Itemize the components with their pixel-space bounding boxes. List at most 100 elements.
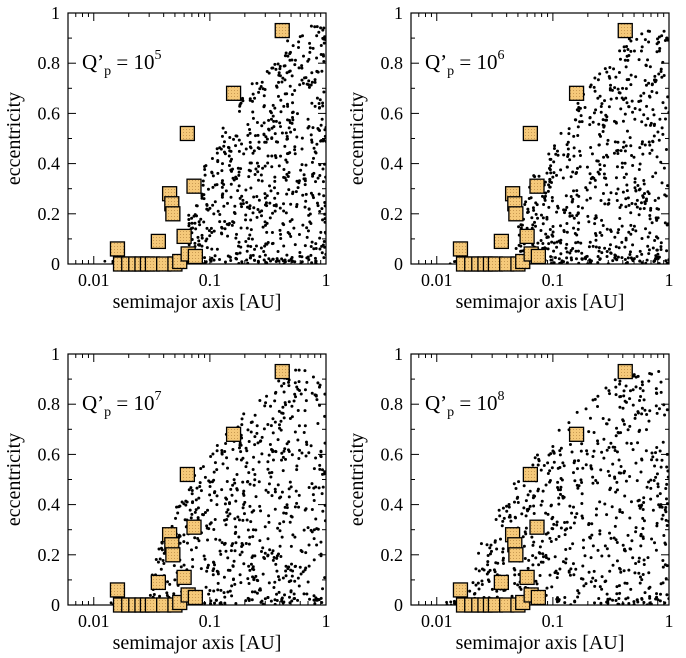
population-dot: [248, 568, 252, 572]
population-dot: [220, 541, 224, 545]
population-dot: [203, 261, 207, 264]
population-dot: [641, 507, 645, 511]
population-dot: [532, 504, 536, 508]
population-dot: [274, 450, 278, 454]
population-dot: [635, 479, 639, 483]
population-dot: [254, 574, 258, 578]
population-dot: [648, 95, 652, 99]
population-dot: [319, 26, 323, 30]
population-dot: [574, 567, 578, 571]
population-dot: [572, 573, 576, 577]
y-tick-label: 0.2: [38, 204, 61, 224]
population-dot: [553, 555, 557, 559]
population-dot: [569, 526, 573, 530]
population-dot: [601, 417, 605, 421]
population-dot: [296, 186, 300, 190]
population-dot: [564, 561, 568, 565]
population-dot: [659, 380, 663, 384]
population-dot: [282, 511, 286, 515]
population-dot: [220, 449, 224, 453]
population-dot: [277, 590, 281, 594]
population-dot: [318, 467, 322, 471]
population-dot: [198, 223, 202, 227]
population-dot: [486, 578, 490, 582]
population-dot: [501, 550, 505, 554]
population-dot: [285, 503, 289, 507]
population-dot: [622, 471, 626, 475]
population-dot: [273, 175, 277, 179]
population-dot: [261, 603, 265, 605]
population-dot: [539, 213, 543, 217]
population-dot: [288, 50, 292, 54]
population-dot: [648, 594, 652, 598]
population-dot: [244, 213, 248, 217]
population-dot: [618, 205, 622, 209]
population-dot: [599, 134, 603, 138]
population-dot: [638, 187, 642, 191]
population-dot: [651, 139, 655, 143]
population-dot: [314, 259, 318, 263]
population-dot: [265, 194, 269, 198]
population-dot: [276, 526, 280, 530]
population-dot: [266, 553, 270, 557]
population-dot: [588, 240, 592, 244]
population-dot: [552, 171, 556, 175]
population-dot: [567, 127, 571, 131]
population-dot: [229, 259, 233, 263]
population-dot: [562, 230, 566, 234]
population-dot: [445, 600, 448, 604]
population-dot: [629, 144, 633, 148]
population-dot: [241, 480, 245, 484]
population-dot: [199, 217, 203, 221]
population-dot: [640, 142, 644, 146]
population-dot: [647, 571, 651, 575]
population-dot: [323, 201, 326, 205]
population-dot: [647, 140, 651, 144]
population-dot: [566, 140, 570, 144]
population-dot: [565, 221, 569, 225]
population-dot: [319, 123, 323, 127]
population-dot: [277, 71, 281, 75]
population-dot: [255, 424, 259, 428]
population-dot: [257, 198, 261, 202]
population-dot: [242, 562, 246, 566]
population-dot: [249, 161, 253, 165]
population-dot: [244, 599, 248, 603]
population-dot: [548, 180, 552, 184]
population-dot: [304, 163, 308, 167]
population-dot: [252, 578, 256, 582]
population-dot: [197, 239, 201, 243]
population-dot: [667, 597, 669, 601]
population-dot: [591, 475, 595, 479]
population-dot: [644, 83, 648, 87]
population-dot: [591, 175, 595, 179]
population-dot: [264, 135, 268, 139]
population-dot: [283, 447, 287, 451]
population-dot: [658, 449, 662, 453]
population-dot: [588, 416, 592, 420]
population-dot: [220, 185, 224, 189]
population-dot: [579, 577, 583, 581]
population-dot: [275, 257, 279, 261]
population-dot: [208, 485, 212, 489]
population-dot: [541, 242, 545, 246]
population-dot: [283, 92, 287, 96]
population-dot: [661, 132, 665, 136]
population-dot: [642, 496, 646, 500]
population-dot: [272, 186, 276, 190]
population-dot: [278, 529, 282, 533]
population-dot: [267, 482, 271, 486]
population-dot: [304, 192, 308, 196]
population-dot: [315, 69, 319, 73]
population-dot: [634, 202, 638, 206]
population-dot: [576, 205, 580, 209]
population-dot: [306, 229, 310, 233]
population-dot: [626, 58, 630, 62]
population-dot: [589, 83, 593, 87]
population-dot: [552, 160, 556, 164]
population-dot: [313, 256, 317, 260]
population-dot: [299, 168, 303, 172]
population-dot: [620, 161, 624, 165]
population-dot: [565, 205, 569, 209]
population-dot: [252, 483, 256, 487]
